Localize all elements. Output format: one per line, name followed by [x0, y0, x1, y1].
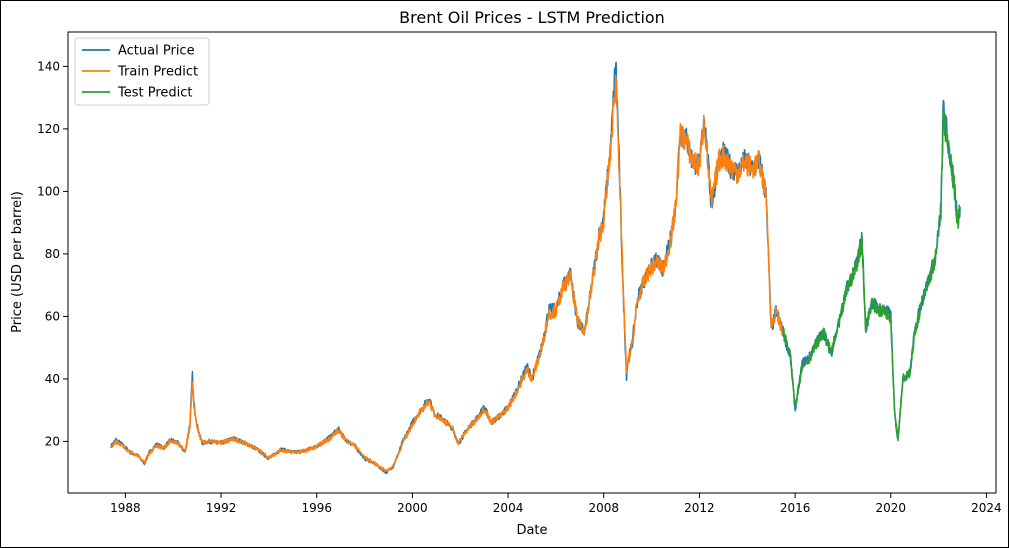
legend-entry-label: Train Predict [117, 65, 198, 80]
series-line-test-predict [782, 109, 961, 442]
x-tick-label: 2008 [588, 501, 619, 515]
legend-entry-label: Test Predict [117, 86, 193, 101]
y-tick-label: 40 [45, 372, 60, 386]
legend: Actual Price Train Predict Test Predict [74, 37, 210, 106]
y-tick-label: 120 [37, 122, 60, 136]
chart-title: Brent Oil Prices - LSTM Prediction [399, 8, 665, 27]
y-axis: 20 40 60 80 100 120 140 [37, 59, 68, 448]
y-tick-label: 60 [45, 309, 60, 323]
legend-entry-label: Actual Price [118, 44, 195, 59]
y-tick-label: 80 [45, 247, 60, 261]
y-tick-label: 140 [37, 59, 60, 73]
plot-area [110, 61, 961, 475]
y-axis-label: Price (USD per barrel) [10, 191, 25, 333]
x-axis-label: Date [516, 523, 547, 538]
axes-frame [67, 31, 997, 494]
x-tick-label: 1988 [110, 501, 141, 515]
y-tick-label: 20 [45, 434, 60, 448]
x-tick-label: 2012 [684, 501, 715, 515]
series-line-train-predict [110, 75, 784, 473]
x-tick-label: 2000 [397, 501, 428, 515]
y-tick-label: 100 [37, 184, 60, 198]
x-tick-label: 1996 [301, 501, 332, 515]
x-tick-label: 2016 [780, 501, 811, 515]
x-axis: 1988 1992 1996 2000 2004 2008 2012 2016 2020 2024 [110, 493, 1002, 515]
series-line-actual-price [110, 61, 961, 475]
x-tick-label: 2020 [875, 501, 906, 515]
x-tick-label: 1992 [206, 501, 237, 515]
x-tick-label: 2024 [971, 501, 1002, 515]
legend-box [74, 37, 210, 106]
x-tick-label: 2004 [493, 501, 524, 515]
